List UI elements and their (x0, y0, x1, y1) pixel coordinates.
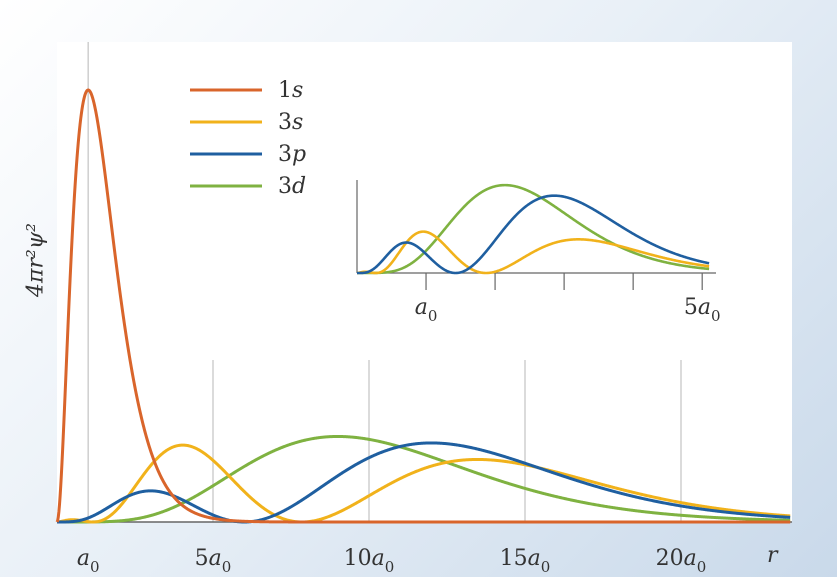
inset-series-line-d3 (356, 183, 710, 275)
x-tick-label-4: 20a0 (656, 546, 707, 576)
inset-series-line-p3 (356, 194, 710, 275)
series-line-s1 (55, 88, 792, 524)
series-line-p3 (56, 441, 792, 524)
y-axis-label-container: 4πr²ψ² (18, 190, 54, 330)
inset-x-tick-label-1: 5a0 (684, 295, 721, 325)
inset-x-tick-labels: a0 5a0 (415, 295, 721, 325)
legend-label-p3: 3p (278, 142, 306, 167)
inset-series-lines (356, 183, 710, 275)
legend-label-s1: 1s (278, 78, 303, 103)
x-tick-label-3: 15a0 (500, 546, 551, 576)
main-x-tick-labels: a0 5a0 10a0 15a0 20a0 (77, 546, 706, 576)
x-axis-label-r: r (767, 543, 779, 568)
inset-axes (356, 180, 716, 290)
x-tick-label-1: 5a0 (195, 546, 232, 576)
inset-series-line-s3 (356, 230, 710, 275)
inset-x-tick-label-0: a0 (415, 295, 438, 325)
series-line-s3 (56, 443, 792, 524)
legend: 1s 3s 3p 3d (190, 78, 306, 199)
y-axis-label: 4πr²ψ² (23, 223, 49, 297)
inset-chart: a0 5a0 (356, 180, 721, 325)
main-gridlines (87, 42, 682, 522)
legend-label-s3: 3s (278, 110, 303, 135)
x-tick-label-0: a0 (77, 546, 100, 576)
legend-label-d3: 3d (278, 174, 306, 199)
main-series-lines (55, 88, 792, 524)
series-line-d3 (56, 434, 792, 524)
x-tick-label-2: 10a0 (344, 546, 395, 576)
